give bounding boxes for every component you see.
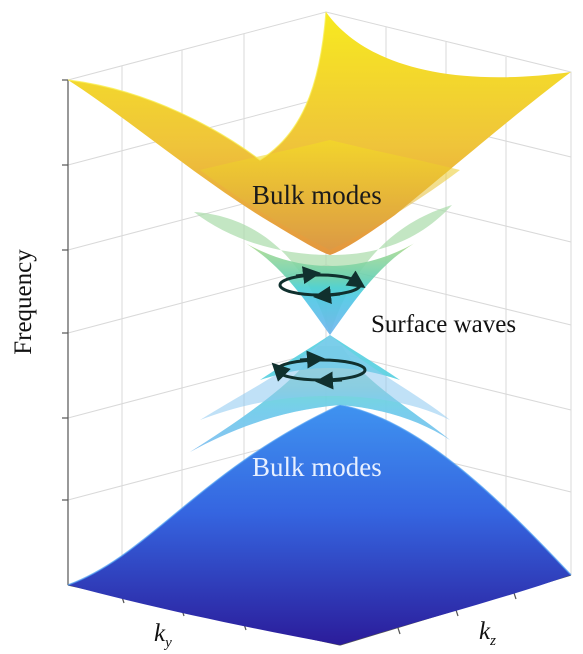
ky-axis-label: ky: [154, 620, 172, 651]
lower-bulk-modes-label: Bulk modes: [252, 452, 382, 482]
lower-bulk-band: [67, 404, 572, 645]
lower-cone-surface: [190, 346, 450, 452]
frequency-axis-label: Frequency: [10, 249, 37, 355]
upper-bulk-band: [67, 11, 571, 255]
upper-orbit: [278, 266, 366, 304]
lower-orbit: [271, 350, 367, 390]
surface-waves-label: Surface waves: [371, 311, 517, 338]
upper-bulk-modes-label: Bulk modes: [252, 180, 382, 210]
kz-axis-label: kz: [479, 618, 496, 649]
